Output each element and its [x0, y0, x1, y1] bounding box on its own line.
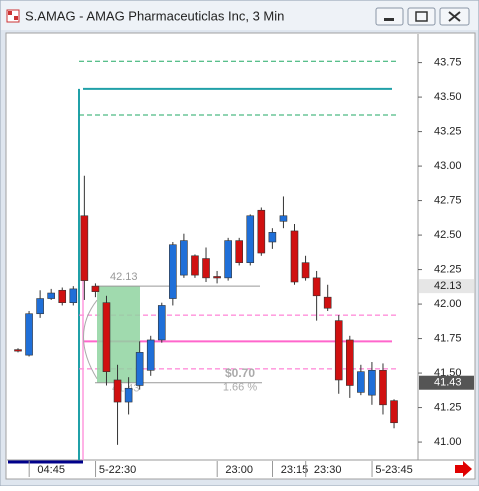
candle-body [257, 209, 266, 254]
candle-body [279, 215, 288, 222]
y-tick-label: 42.25 [434, 263, 462, 275]
price-tag-label: 41.43 [434, 377, 462, 389]
candle-body [368, 370, 376, 396]
measure-percent: 1.66 % [223, 382, 257, 394]
candle-body [135, 352, 144, 386]
candle-body [323, 296, 332, 309]
candle-body [213, 276, 221, 279]
measure-change: $0.70 [225, 366, 255, 380]
candle-body [268, 232, 277, 243]
candle-body [345, 339, 354, 386]
candle-body [202, 258, 210, 279]
candle-body [69, 288, 78, 303]
y-tick-label: 43.50 [434, 91, 462, 103]
price-tag-label: 42.13 [434, 280, 462, 292]
x-tick-label: 23:30 [314, 464, 342, 476]
price-tag [419, 279, 474, 294]
candle-body [36, 298, 44, 315]
y-tick-label: 43.75 [434, 57, 462, 69]
app-icon [6, 9, 20, 23]
y-tick-label: 43.25 [434, 125, 462, 137]
candle-body [379, 370, 387, 406]
x-tick-label: 04:45 [37, 464, 65, 476]
candle-body [113, 379, 122, 403]
candle-body [157, 305, 166, 341]
y-tick-label: 42.00 [434, 298, 462, 310]
x-tick-label: 5-22:30 [99, 464, 136, 476]
x-tick-label: 5-23:45 [375, 464, 412, 476]
candle-body [80, 215, 89, 281]
measure-high-label: 42.13 [110, 271, 138, 283]
x-tick-label: 23:00 [225, 464, 253, 476]
candle-body [312, 277, 321, 297]
y-tick-label: 41.75 [434, 332, 462, 344]
y-tick-label: 42.75 [434, 194, 462, 206]
minimize-button[interactable] [375, 7, 404, 26]
candle-body [334, 320, 343, 381]
y-tick-label: 43.00 [434, 160, 462, 172]
candle-body [25, 313, 33, 356]
candle-body [124, 387, 133, 403]
candle-body [235, 240, 243, 263]
candle-body [146, 339, 155, 371]
y-tick-label: 41.25 [434, 401, 462, 413]
y-tick-label: 41.00 [434, 436, 462, 448]
candle-body [191, 255, 199, 276]
candle-body [290, 230, 299, 283]
candle-body [169, 244, 177, 299]
candle-body [357, 371, 365, 393]
window-title: S.AMAG - AMAG Pharmaceuticlas Inc, 3 Min [25, 8, 284, 23]
candle-body [47, 292, 55, 299]
candle-body [58, 289, 67, 303]
candle-body [301, 262, 310, 279]
close-button[interactable] [439, 7, 470, 26]
candle-body [91, 285, 100, 292]
measure-bracket [83, 299, 98, 379]
restore-button[interactable] [407, 7, 436, 26]
candle-body [102, 302, 111, 372]
price-tag [419, 375, 474, 390]
candle-body [14, 349, 22, 352]
x-tick-label: 23:15 [281, 464, 309, 476]
candle-body [246, 215, 255, 263]
candle-body [180, 240, 188, 276]
candle-body [224, 240, 232, 279]
y-tick-label: 42.50 [434, 229, 462, 241]
candle-body [390, 400, 398, 424]
scroll-right-arrow[interactable] [455, 461, 472, 477]
